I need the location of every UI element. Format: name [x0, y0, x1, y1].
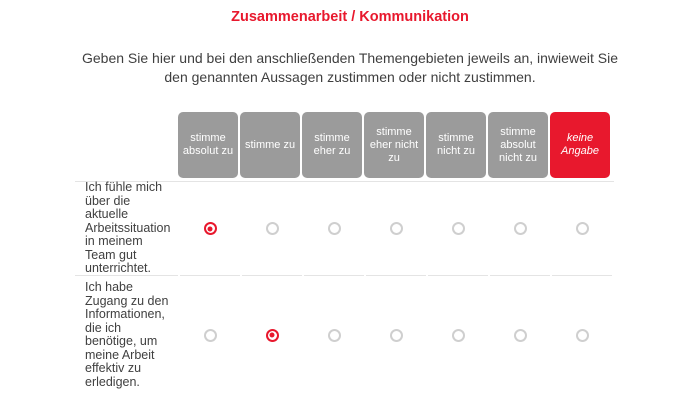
- matrix-row: Ich habe Zugang zu den Informationen, di…: [75, 276, 614, 394]
- column-header-label: stimme zu: [244, 138, 296, 151]
- radio-row2-stimme-zu[interactable]: [265, 328, 279, 342]
- radio-cell: [428, 182, 488, 276]
- page-title: Zusammenarbeit / Kommunikation: [231, 9, 469, 25]
- radio-cell: [180, 182, 240, 276]
- radio-row2-stimme-eher-nicht-zu[interactable]: [389, 328, 403, 342]
- radio-cell: [552, 276, 612, 394]
- radio-cell: [304, 276, 364, 394]
- radio-cell: [366, 276, 426, 394]
- row-statement-text: Ich habe Zugang zu den Informationen, di…: [85, 280, 169, 389]
- column-header-stimme-eher-zu: stimme eher zu: [302, 112, 362, 178]
- column-header-stimme-absolut-nicht-zu: stimme absolut nicht zu: [488, 112, 548, 178]
- column-header-stimme-eher-nicht-zu: stimme eher nicht zu: [364, 112, 424, 178]
- radio-cell: [180, 276, 240, 394]
- column-header-keine-angabe: keine Angabe: [550, 112, 610, 178]
- column-header-label: stimme absolut nicht zu: [499, 125, 537, 164]
- radio-cell: [242, 182, 302, 276]
- radio-row2-stimme-absolut-zu[interactable]: [203, 328, 217, 342]
- column-header-label: stimme eher zu: [313, 132, 351, 157]
- column-header-label: keine Angabe: [561, 132, 599, 157]
- radio-cell: [490, 276, 550, 394]
- radio-cell: [552, 182, 612, 276]
- instructions-text: Geben Sie hier und bei den anschließende…: [82, 50, 618, 85]
- radio-cell: [242, 276, 302, 394]
- column-header-stimme-zu: stimme zu: [240, 112, 300, 178]
- row-statement: Ich fühle mich über die aktuelle Arbeits…: [75, 180, 178, 276]
- row-statement: Ich habe Zugang zu den Informationen, di…: [75, 276, 178, 394]
- radio-row2-stimme-eher-zu[interactable]: [327, 328, 341, 342]
- matrix-rows: Ich fühle mich über die aktuelle Arbeits…: [75, 181, 614, 394]
- column-header-stimme-nicht-zu: stimme nicht zu: [426, 112, 486, 178]
- radio-row1-stimme-zu[interactable]: [265, 222, 279, 235]
- radio-row2-stimme-absolut-nicht-zu[interactable]: [513, 328, 527, 342]
- radio-row1-stimme-eher-nicht-zu[interactable]: [389, 222, 403, 235]
- header-spacer: [75, 112, 178, 178]
- radio-row1-stimme-eher-zu[interactable]: [327, 222, 341, 235]
- radio-row2-keine-angabe[interactable]: [575, 328, 589, 342]
- column-header-stimme-absolut-zu: stimme absolut zu: [178, 112, 238, 178]
- radio-row1-stimme-absolut-nicht-zu[interactable]: [513, 222, 527, 235]
- radio-cell: [490, 182, 550, 276]
- radio-row1-stimme-absolut-zu[interactable]: [203, 222, 217, 235]
- matrix-row: Ich fühle mich über die aktuelle Arbeits…: [75, 180, 614, 276]
- radio-cell: [428, 276, 488, 394]
- row-statement-text: Ich fühle mich über die aktuelle Arbeits…: [85, 180, 171, 276]
- column-header-label: stimme eher nicht zu: [369, 125, 419, 164]
- radio-row2-stimme-nicht-zu[interactable]: [451, 328, 465, 342]
- radio-cell: [304, 182, 364, 276]
- radio-row1-stimme-nicht-zu[interactable]: [451, 222, 465, 235]
- column-header-label: stimme nicht zu: [437, 132, 475, 157]
- matrix-header-row: stimme absolut zu stimme zu stimme eher zu…: [75, 112, 614, 178]
- radio-cell: [366, 182, 426, 276]
- radio-row1-keine-angabe[interactable]: [575, 222, 589, 235]
- column-header-label: stimme absolut zu: [182, 132, 234, 157]
- matrix-question: stimme absolut zu stimme zu stimme eher zu…: [75, 112, 614, 394]
